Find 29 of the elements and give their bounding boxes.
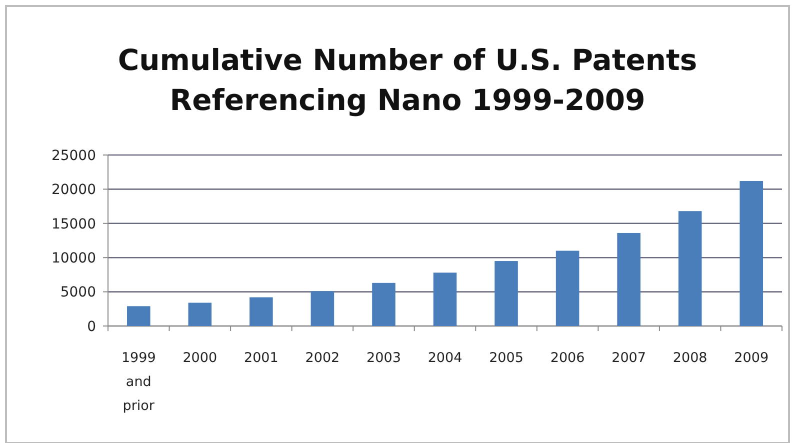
x-tick-label: 2006 [550, 350, 585, 366]
bar [494, 261, 518, 326]
x-tick-label: 2002 [305, 350, 340, 366]
x-tick-label: 2009 [734, 350, 769, 366]
bar [372, 282, 396, 326]
x-tick-label: 2001 [244, 350, 278, 366]
bar [740, 180, 764, 326]
x-tick-label: 2003 [366, 350, 401, 366]
bar [188, 302, 212, 326]
x-tick-label: 2007 [612, 350, 646, 366]
chart-title: Cumulative Number of U.S. Patents Referencing Nano 1999-2009 [118, 43, 698, 117]
bar [433, 272, 457, 326]
bar [126, 306, 150, 326]
bar [310, 291, 334, 326]
bar [556, 250, 580, 326]
x-tick-label: 2005 [489, 350, 524, 366]
y-tick-label: 15000 [51, 216, 96, 232]
x-tick-label: 2000 [182, 350, 218, 366]
x-tick-label: 2008 [672, 350, 708, 366]
y-tick-label: 20000 [51, 182, 96, 198]
y-tick-label: 5000 [60, 284, 96, 301]
bar [617, 232, 640, 326]
x-tick-label: 2004 [428, 350, 462, 366]
y-tick-label: 0 [87, 318, 96, 335]
bar [678, 211, 702, 326]
y-tick-label: 25000 [51, 148, 96, 164]
y-tick-label: 10000 [51, 250, 96, 266]
bar [250, 297, 273, 326]
x-tick-label: 1999 and prior [121, 350, 156, 414]
